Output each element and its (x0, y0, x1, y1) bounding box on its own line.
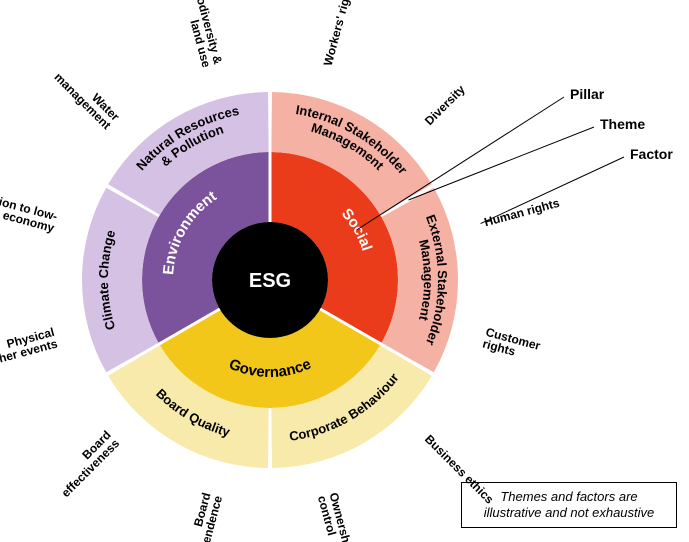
factor-workers_rights-label: Workers' rights (321, 0, 357, 67)
callout-pillar-label: Pillar (570, 86, 604, 102)
callout-theme-label: Theme (600, 116, 645, 132)
factor-water_mgmt: Watermanagement (51, 61, 122, 132)
footnote-line1: Themes and factors are (500, 489, 637, 504)
factor-diversity: Diversity (422, 82, 468, 128)
footnote-box: Themes and factors are illustrative and … (461, 482, 677, 529)
factor-customer_rights: Customerrights (481, 325, 542, 365)
factor-human_rights: Human rights (483, 196, 562, 230)
factor-board_effectiveness: Boardeffectiveness (50, 428, 122, 500)
esg-sunburst-chart: ESGSocialGovernanceEnvironmentInternal S… (0, 0, 689, 542)
footnote-line2: illustrative and not exhaustive (484, 505, 655, 520)
callout-line (409, 127, 594, 200)
factor-biodiversity: Biodiversity &land use (179, 0, 225, 69)
callout-line (481, 157, 624, 224)
callout-factor-label: Factor (630, 146, 673, 162)
factor-diversity-label: Diversity (422, 82, 468, 128)
factor-human_rights-label: Human rights (483, 196, 562, 230)
factor-workers_rights: Workers' rights (321, 0, 357, 67)
factor-physical_weather: Physicalweather events (0, 325, 59, 373)
factor-ownership_control: Ownershipcontrol (315, 491, 356, 542)
factor-board_independence: Boardindependence (179, 491, 225, 542)
center-label: ESG (249, 270, 291, 292)
factor-low_carbon: Transition to low-carbon economy (0, 184, 59, 235)
